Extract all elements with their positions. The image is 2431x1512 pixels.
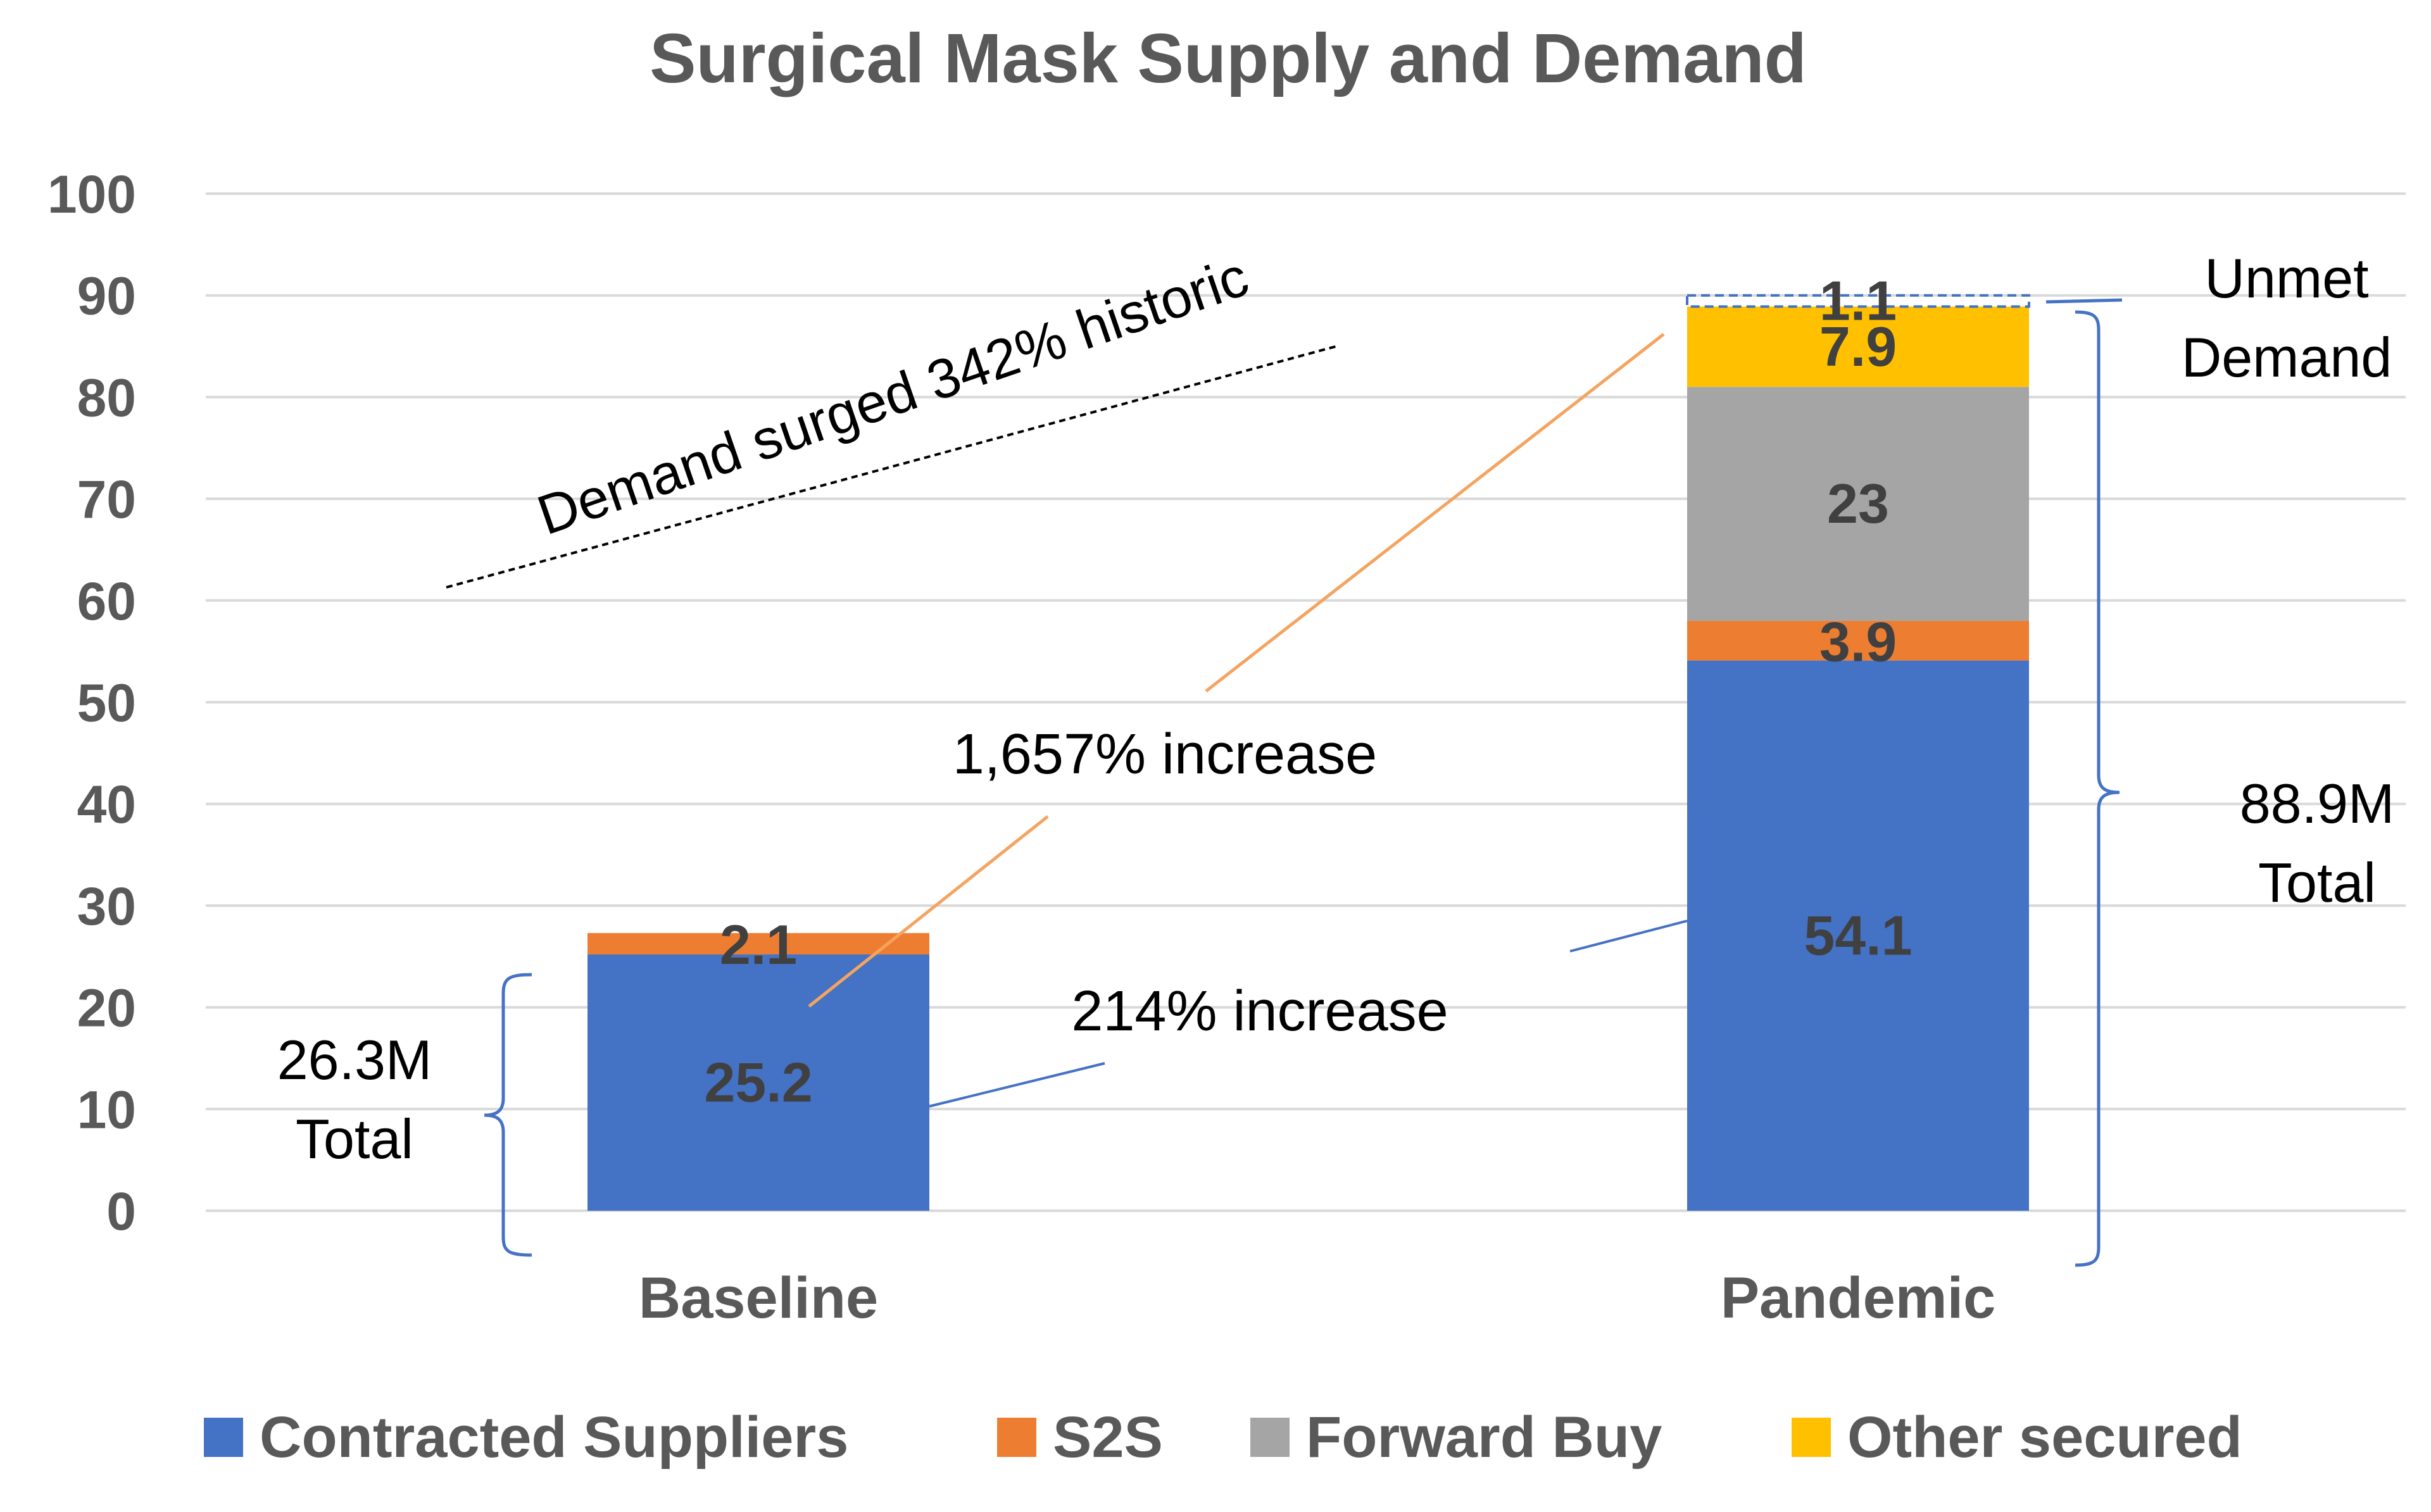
legend-swatch xyxy=(204,1418,243,1457)
baseline-total-label: Total xyxy=(296,1108,413,1170)
bar-s2s-baseline xyxy=(587,933,929,955)
legend-label: Forward Buy xyxy=(1306,1405,1662,1470)
increase-contracted-label: 214% increase xyxy=(1071,980,1448,1043)
baseline-total-label: 26.3M xyxy=(277,1028,432,1091)
bar-data-label-unmet: 1.1 xyxy=(1819,270,1897,332)
y-axis: 0 10 20 30 40 50 60 70 80 90 100 xyxy=(47,165,136,1241)
y-tick-label: 100 xyxy=(47,165,136,224)
bar-data-label: 25.2 xyxy=(704,1051,812,1114)
unmet-demand-label: Demand xyxy=(2182,326,2392,389)
bar-data-label: 23 xyxy=(1827,472,1889,535)
pandemic-total-label: Total xyxy=(2258,851,2376,914)
increase-other-connector xyxy=(1205,333,1665,692)
pandemic-total-brace xyxy=(2075,310,2120,1267)
legend: Contracted Suppliers S2S Forward Buy Other … xyxy=(204,1405,2242,1470)
y-tick-label: 40 xyxy=(77,775,136,834)
demand-surge-label: Demand surged 342% historic xyxy=(530,244,1256,546)
bar-data-label: 7.9 xyxy=(1819,315,1897,378)
y-tick-label: 10 xyxy=(77,1080,136,1139)
bar-forward-buy-pandemic xyxy=(1687,387,2029,621)
bar-contracted-suppliers-baseline xyxy=(587,954,929,1211)
legend-label: Contracted Suppliers xyxy=(260,1405,848,1470)
unmet-demand-label: Unmet xyxy=(2204,247,2368,309)
legend-label: Other secured xyxy=(1847,1405,2242,1470)
y-tick-label: 60 xyxy=(77,572,136,631)
y-tick-label: 50 xyxy=(77,673,136,733)
legend-swatch xyxy=(997,1418,1036,1457)
increase-contracted-connector xyxy=(1569,920,1688,953)
chart-title: Surgical Mask Supply and Demand xyxy=(650,20,1807,97)
pandemic-total-label: 88.9M xyxy=(2240,772,2395,835)
bar-data-label: 2.1 xyxy=(720,913,797,976)
unmet-demand-leader xyxy=(2045,298,2123,304)
y-tick-label: 0 xyxy=(106,1182,136,1241)
x-tick-label: Pandemic xyxy=(1721,1266,1996,1330)
y-tick-label: 20 xyxy=(77,978,136,1038)
y-tick-label: 30 xyxy=(77,877,136,936)
increase-other-connector xyxy=(808,815,1049,1008)
x-tick-label: Baseline xyxy=(639,1266,878,1330)
x-axis: Baseline Pandemic xyxy=(639,1266,1996,1330)
bar-other-secured-pandemic xyxy=(1687,306,2029,387)
legend-swatch xyxy=(1250,1418,1290,1457)
y-tick-label: 70 xyxy=(77,470,136,529)
baseline-total-brace xyxy=(484,973,532,1257)
gridlines xyxy=(206,192,2406,1212)
bar-contracted-suppliers-pandemic xyxy=(1687,660,2029,1211)
increase-contracted-connector xyxy=(929,1062,1105,1108)
bar-unmet-demand xyxy=(1686,294,2030,308)
legend-swatch xyxy=(1792,1418,1831,1457)
bar-data-label: 54.1 xyxy=(1804,904,1912,966)
increase-other-label: 1,657% increase xyxy=(953,723,1377,786)
y-tick-label: 90 xyxy=(77,266,136,326)
legend-label: S2S xyxy=(1053,1405,1163,1470)
demand-surge-line xyxy=(446,344,1340,589)
bar-s2s-pandemic xyxy=(1687,620,2029,661)
y-tick-label: 80 xyxy=(77,368,136,427)
